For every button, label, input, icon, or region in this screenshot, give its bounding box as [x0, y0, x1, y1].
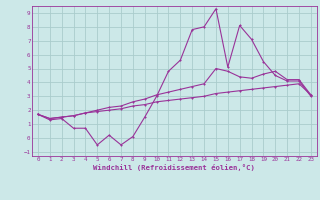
- X-axis label: Windchill (Refroidissement éolien,°C): Windchill (Refroidissement éolien,°C): [93, 164, 255, 171]
